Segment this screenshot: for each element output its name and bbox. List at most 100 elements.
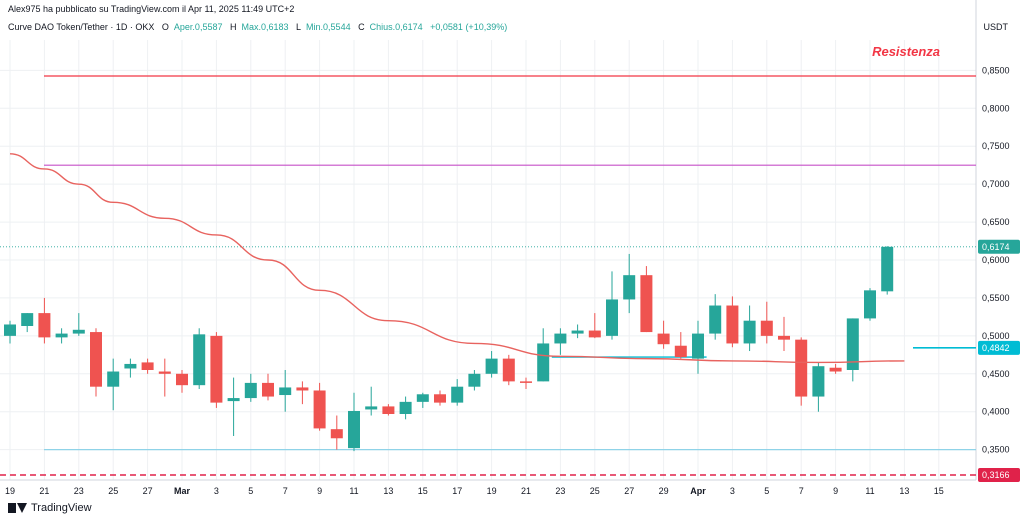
candle-body [812,366,825,397]
candle-body [193,334,206,386]
tradingview-footer: TradingView [8,502,92,514]
candle-body [210,335,223,403]
candle-body [72,329,85,334]
candle-body [743,320,756,344]
candle-body [141,362,154,370]
price-tag-label: 0,3166 [982,470,1010,480]
candle-body [760,320,773,336]
candle-body [21,313,34,326]
candle-body [778,335,790,340]
x-tick-label: 3 [214,486,219,496]
x-tick-label: 21 [39,486,49,496]
candle-body [864,290,876,319]
candle-body [451,386,464,403]
candle-body [520,381,532,383]
x-tick-label: 11 [349,486,358,496]
price-tag-label: 0,6174 [982,242,1010,252]
publisher-line: Alex975 ha pubblicato su TradingView.com… [8,4,295,14]
x-tick-label: 17 [452,486,462,496]
candle-body [262,382,274,397]
x-tick-label: 27 [143,486,153,496]
y-tick-label: 0,6000 [982,255,1010,265]
candle-body [709,305,722,334]
candle-body [330,429,343,439]
x-tick-label: 9 [317,486,322,496]
change-value: +0,0581 (+10,39%) [430,22,508,32]
open-value: Aper.0,5587 [173,22,223,32]
candle-body [313,390,326,429]
candle-body [296,387,309,391]
open-label: O [161,22,169,32]
x-tick-label: 7 [799,486,804,496]
candle-body [588,330,601,338]
moving-average-line [9,153,905,364]
x-tick-label: 15 [418,486,428,496]
currency-label: USDT [983,22,1009,32]
x-tick-label: 21 [521,486,531,496]
candle-body [55,333,68,338]
candle-body [90,332,102,387]
candle-body [692,333,704,359]
x-tick-label: 5 [248,486,253,496]
candle-body [674,345,687,358]
symbol-legend: Curve DAO Token/Tether · 1D · OKX O Aper.… [8,22,512,32]
candle-body [348,410,360,449]
candle-body [227,398,240,402]
low-value: Min.0,5544 [306,22,351,32]
symbol-name: Curve DAO Token/Tether · 1D · OKX [8,22,155,32]
y-tick-label: 0,8500 [982,65,1010,75]
high-label: H [229,22,237,32]
x-tick-label: 5 [764,486,769,496]
candle-body [365,406,378,410]
y-tick-label: 0,5500 [982,293,1010,303]
x-tick-label: 13 [899,486,909,496]
candle-body [502,358,515,382]
candle-body [416,394,429,402]
candle-body [846,318,859,370]
candle-body [657,333,670,345]
x-tick-label: 29 [659,486,669,496]
candle-body [606,299,618,336]
candle-body [4,324,16,336]
price-tag [978,340,1020,355]
x-tick-label: 25 [590,486,600,496]
high-value: Max.0,6183 [241,22,289,32]
y-tick-label: 0,4000 [982,407,1010,417]
candle-body [399,401,412,414]
candle-body [176,373,188,386]
y-tick-label: 0,7500 [982,141,1010,151]
candle-body [38,313,51,338]
candle-body [158,371,171,374]
y-tick-label: 0,4500 [982,369,1010,379]
x-tick-label: 3 [730,486,735,496]
x-tick-label: 13 [383,486,393,496]
candle-body [279,387,292,396]
candle-body [382,406,395,414]
x-tick-label: 25 [108,486,118,496]
y-tick-label: 0,7000 [982,179,1010,189]
candle-body [640,275,653,333]
candle-body [537,343,550,382]
candle-body [571,330,584,334]
close-value: Chius.0,6174 [369,22,423,32]
x-tick-label: 7 [283,486,288,496]
y-tick-label: 0,5000 [982,331,1010,341]
candle-body [485,358,498,374]
x-tick-label: Apr [690,486,706,496]
candle-body [795,339,808,397]
candle-body [244,382,257,399]
candle-body [468,373,481,387]
x-tick-label: 23 [555,486,565,496]
x-tick-label: 19 [487,486,497,496]
x-tick-label: 19 [5,486,15,496]
candle-body [829,367,842,372]
y-tick-label: 0,6500 [982,217,1010,227]
tradingview-logo-icon [8,503,27,513]
price-tag [978,467,1020,482]
candle-body [124,363,137,369]
footer-brand: TradingView [31,502,92,514]
candle-body [726,305,739,344]
candle-body [623,275,636,300]
x-tick-label: 15 [934,486,944,496]
